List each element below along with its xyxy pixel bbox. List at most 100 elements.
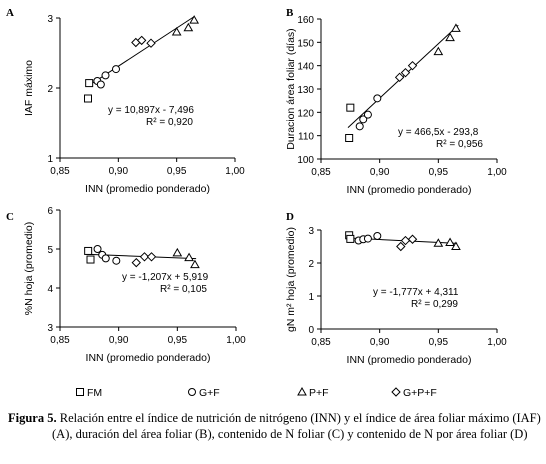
- point-circle: [93, 245, 102, 253]
- point-circle: [112, 256, 121, 265]
- x-tick-label: 0,95: [429, 167, 449, 178]
- point-diamond: [400, 67, 411, 78]
- panel-a: A 0,85 0,90 0,95 1,00 1 2 3 INN (promedio ponder…: [6, 7, 245, 195]
- point-circle: [112, 65, 120, 74]
- point-circle: [373, 231, 382, 240]
- y-tick-label: 120: [297, 108, 314, 119]
- x-tick-label: 1,00: [487, 167, 507, 178]
- r-squared: R² = 0,299: [411, 299, 458, 310]
- legend-marker-diamond: [391, 387, 401, 397]
- y-axis-label: %N hoja (promedio): [23, 222, 35, 315]
- point-diamond: [394, 72, 405, 83]
- y-axis-label: gN m² hoja (promedio): [285, 227, 297, 332]
- point-diamond: [407, 60, 418, 71]
- caption-line-1: Relación entre el índice de nutrición de…: [59, 411, 541, 425]
- point-square: [84, 246, 93, 255]
- point-triangle: [451, 23, 461, 32]
- x-axis-label: INN (promedio ponderado): [347, 184, 472, 196]
- x-tick-label: 0,90: [370, 167, 390, 178]
- regression-equation: y = 10,897x - 7,496: [108, 105, 194, 116]
- r-squared: R² = 0,956: [436, 139, 483, 150]
- y-tick-label: 110: [298, 132, 314, 143]
- point-diamond: [407, 234, 418, 244]
- legend-label: P+F: [309, 387, 329, 399]
- panel-letter: A: [6, 7, 14, 19]
- x-tick-label: 0,95: [429, 337, 449, 348]
- point-diamond: [139, 252, 150, 262]
- y-tick-label: 2: [308, 259, 314, 270]
- point-circle: [363, 110, 372, 119]
- y-tick-label: 4: [47, 284, 53, 295]
- y-tick-label: 3: [47, 323, 53, 334]
- y-tick-label: 6: [47, 206, 53, 217]
- point-diamond: [136, 35, 147, 46]
- r-squared: R² = 0,105: [160, 284, 207, 295]
- point-circle: [373, 94, 382, 103]
- point-triangle: [451, 241, 461, 250]
- panel-letter: C: [6, 211, 14, 223]
- point-circle: [355, 122, 364, 131]
- y-tick-label: 0: [308, 325, 314, 336]
- x-tick-label: 0,85: [311, 167, 331, 178]
- point-triangle: [190, 259, 200, 269]
- y-tick-label: 1: [47, 154, 53, 165]
- x-tick-label: 1,00: [226, 335, 246, 346]
- point-square: [346, 234, 355, 243]
- panel-b: B 0,85 0,90 0,95 1,00 100 110 120 130 140 150 160 IN…: [285, 7, 507, 196]
- point-diamond: [131, 257, 141, 268]
- x-tick-label: 1,00: [487, 337, 507, 348]
- point-triangle: [445, 32, 455, 42]
- y-tick-label: 140: [297, 62, 314, 73]
- legend-label: FM: [87, 387, 102, 399]
- regression-equation: y = -1,207x + 5,919: [122, 272, 209, 283]
- y-axis-label: IAF máximo: [23, 60, 35, 116]
- legend-marker-square: [76, 388, 84, 396]
- panel-c: C 0,85 0,90 0,95 1,00 3 4 5 6 INN (promedio ponde…: [6, 206, 246, 364]
- point-circle: [101, 71, 110, 80]
- y-tick-label: 3: [308, 226, 314, 237]
- x-axis-label: INN (promedio ponderado): [85, 183, 210, 195]
- legend-label: G+P+F: [403, 387, 437, 399]
- point-triangle: [433, 238, 444, 247]
- y-tick-label: 1: [308, 292, 314, 303]
- panel-d: D 0,85 0,90 0,95 1,00 0 1 2 3 INN (promedio ponde…: [285, 211, 507, 366]
- point-triangle: [189, 15, 200, 24]
- point-triangle: [433, 46, 444, 56]
- figure-caption: Figura 5. Relación entre el índice de nu…: [8, 410, 542, 442]
- point-square: [86, 255, 95, 264]
- point-square: [345, 134, 354, 142]
- x-tick-label: 0,90: [109, 335, 129, 346]
- point-triangle: [445, 237, 455, 247]
- point-circle: [101, 254, 110, 263]
- x-tick-label: 0,85: [50, 166, 70, 177]
- panel-letter: D: [286, 211, 294, 223]
- y-tick-label: 100: [297, 155, 314, 166]
- legend-marker-triangle: [297, 386, 307, 396]
- y-tick-label: 2: [47, 84, 53, 95]
- point-triangle: [171, 26, 182, 36]
- point-circle: [359, 115, 368, 124]
- x-axis-label: INN (promedio ponderado): [86, 352, 211, 364]
- legend-label: G+F: [199, 387, 220, 399]
- x-axis-label: INN (promedio ponderado): [347, 354, 472, 366]
- point-diamond: [396, 241, 406, 252]
- r-squared: R² = 0,920: [146, 117, 193, 128]
- point-diamond: [146, 252, 157, 262]
- caption-line-2: (A), duración del área foliar (B), conte…: [52, 427, 528, 441]
- caption-label: Figura 5.: [8, 411, 57, 425]
- point-circle: [96, 80, 105, 89]
- x-tick-label: 0,90: [370, 337, 390, 348]
- x-tick-label: 0,90: [109, 166, 129, 177]
- point-triangle: [183, 22, 194, 32]
- y-axis-label: Duracion área foliar (días): [285, 28, 297, 149]
- point-triangle: [172, 247, 183, 257]
- x-tick-label: 0,95: [168, 335, 188, 346]
- legend: FM G+F P+F G+P+F: [76, 386, 437, 399]
- point-square: [84, 94, 92, 103]
- x-tick-label: 0,85: [311, 337, 331, 348]
- x-tick-label: 0,85: [50, 335, 70, 346]
- y-tick-label: 130: [297, 85, 314, 96]
- point-diamond: [400, 235, 411, 246]
- point-diamond: [146, 38, 156, 48]
- y-tick-label: 5: [47, 245, 53, 256]
